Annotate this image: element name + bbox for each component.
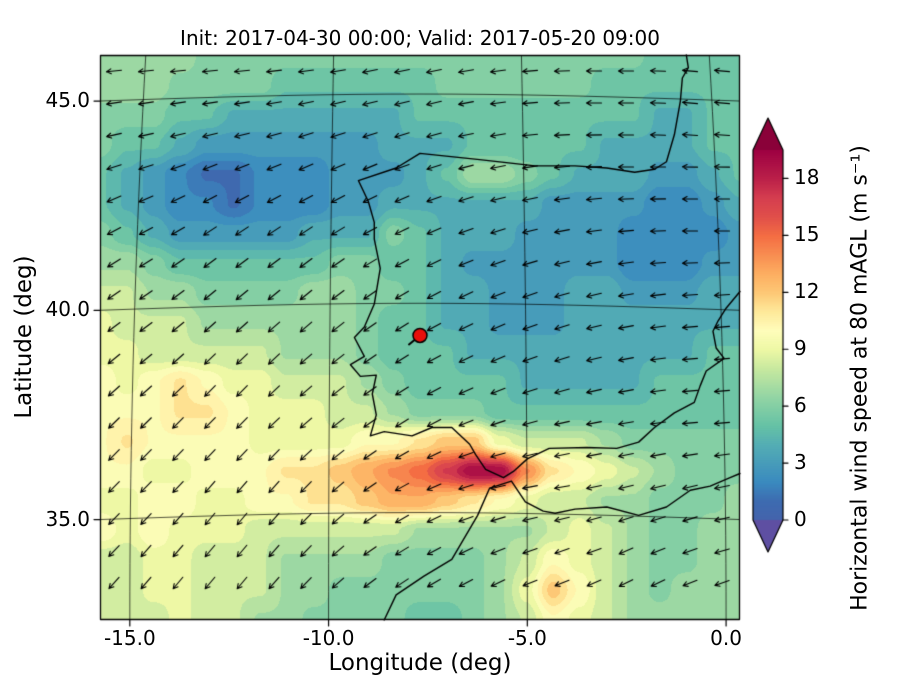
y-tick-label: 35.0: [45, 506, 90, 531]
y-tick-label: 45.0: [45, 88, 90, 113]
colorbar-tick-label: 15: [794, 222, 820, 247]
plot-title: Init: 2017-04-30 00:00; Valid: 2017-05-2…: [180, 26, 660, 50]
colorbar-tick-label: 18: [794, 165, 820, 190]
colorbar-tick-label: 9: [794, 336, 807, 361]
colorbar-tick-label: 12: [794, 279, 820, 304]
x-tick-label: -15.0: [103, 626, 156, 650]
colorbar-tick-label: 3: [794, 450, 807, 475]
y-axis-label: Latitude (deg): [11, 255, 37, 419]
colorbar-label: Horizontal wind speed at 80 mAGL (m s⁻¹): [847, 145, 873, 611]
colorbar-tick-label: 0: [794, 507, 807, 531]
x-tick-label: 0.0: [710, 626, 742, 650]
colorbar-tick-label: 6: [794, 393, 807, 418]
x-axis-label: Longitude (deg): [328, 650, 512, 676]
x-tick-label: -5.0: [507, 626, 547, 650]
x-tick-label: -10.0: [302, 626, 355, 650]
y-tick-label: 40.0: [45, 297, 90, 322]
